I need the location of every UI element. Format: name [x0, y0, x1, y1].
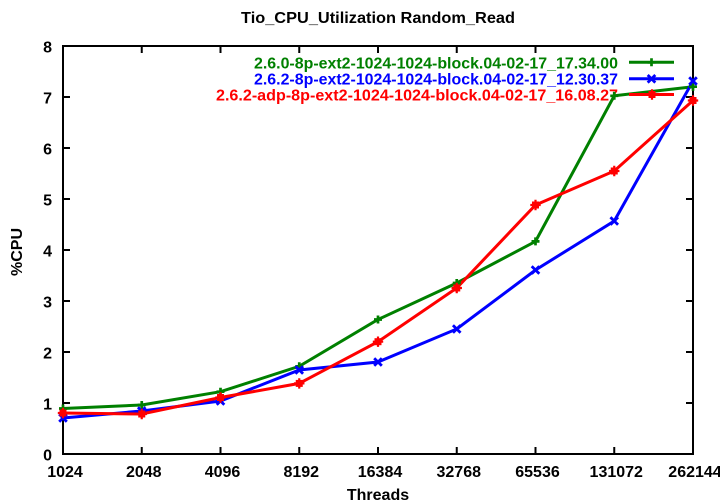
- svg-text:2048: 2048: [126, 464, 162, 481]
- svg-text:16384: 16384: [358, 464, 403, 481]
- svg-text:Threads: Threads: [347, 487, 409, 504]
- svg-text:8: 8: [43, 40, 52, 57]
- svg-text:2.6.2-8p-ext2-1024-1024-block.: 2.6.2-8p-ext2-1024-1024-block.04-02-17_1…: [254, 72, 618, 89]
- svg-text:4096: 4096: [205, 464, 241, 481]
- svg-text:0: 0: [43, 448, 52, 465]
- svg-text:Tio_CPU_Utilization Random_Rea: Tio_CPU_Utilization Random_Read: [241, 10, 515, 27]
- svg-text:262144: 262144: [668, 464, 720, 481]
- svg-text:8192: 8192: [283, 464, 319, 481]
- svg-text:7: 7: [43, 91, 52, 108]
- svg-text:2.6.0-8p-ext2-1024-1024-block.: 2.6.0-8p-ext2-1024-1024-block.04-02-17_1…: [254, 56, 618, 73]
- svg-text:5: 5: [43, 193, 52, 210]
- svg-text:2.6.2-adp-8p-ext2-1024-1024-bl: 2.6.2-adp-8p-ext2-1024-1024-block.04-02-…: [216, 88, 618, 105]
- svg-text:1024: 1024: [47, 464, 83, 481]
- svg-text:%CPU: %CPU: [9, 228, 26, 276]
- svg-text:65536: 65536: [515, 464, 560, 481]
- svg-text:2: 2: [43, 346, 52, 363]
- svg-text:131072: 131072: [590, 464, 643, 481]
- svg-text:4: 4: [43, 244, 52, 261]
- svg-text:3: 3: [43, 295, 52, 312]
- svg-text:1: 1: [43, 397, 52, 414]
- svg-text:6: 6: [43, 142, 52, 159]
- svg-text:32768: 32768: [437, 464, 482, 481]
